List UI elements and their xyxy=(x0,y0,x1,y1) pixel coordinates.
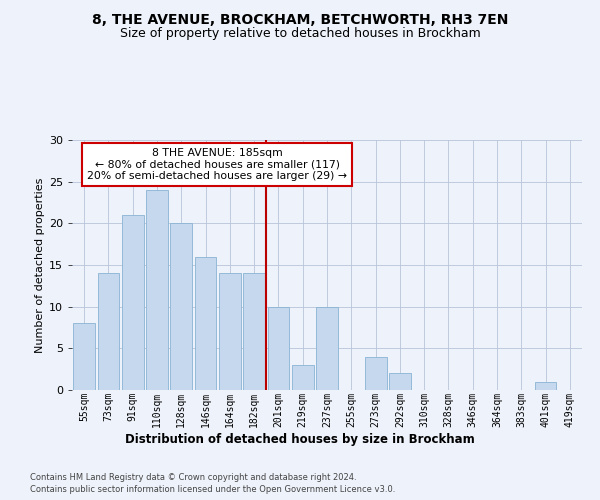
Bar xyxy=(170,224,192,390)
Y-axis label: Number of detached properties: Number of detached properties xyxy=(35,178,44,352)
Bar xyxy=(146,190,168,390)
Text: Distribution of detached houses by size in Brockham: Distribution of detached houses by size … xyxy=(125,432,475,446)
Bar xyxy=(292,365,314,390)
Bar xyxy=(316,306,338,390)
Text: 8 THE AVENUE: 185sqm
← 80% of detached houses are smaller (117)
20% of semi-deta: 8 THE AVENUE: 185sqm ← 80% of detached h… xyxy=(88,148,347,180)
Bar xyxy=(97,274,119,390)
Bar xyxy=(268,306,289,390)
Bar xyxy=(535,382,556,390)
Text: Contains public sector information licensed under the Open Government Licence v3: Contains public sector information licen… xyxy=(30,485,395,494)
Bar xyxy=(194,256,217,390)
Bar xyxy=(73,324,95,390)
Text: Size of property relative to detached houses in Brockham: Size of property relative to detached ho… xyxy=(119,28,481,40)
Bar xyxy=(365,356,386,390)
Bar xyxy=(243,274,265,390)
Bar xyxy=(219,274,241,390)
Text: Contains HM Land Registry data © Crown copyright and database right 2024.: Contains HM Land Registry data © Crown c… xyxy=(30,472,356,482)
Text: 8, THE AVENUE, BROCKHAM, BETCHWORTH, RH3 7EN: 8, THE AVENUE, BROCKHAM, BETCHWORTH, RH3… xyxy=(92,12,508,26)
Bar xyxy=(122,215,143,390)
Bar xyxy=(389,374,411,390)
